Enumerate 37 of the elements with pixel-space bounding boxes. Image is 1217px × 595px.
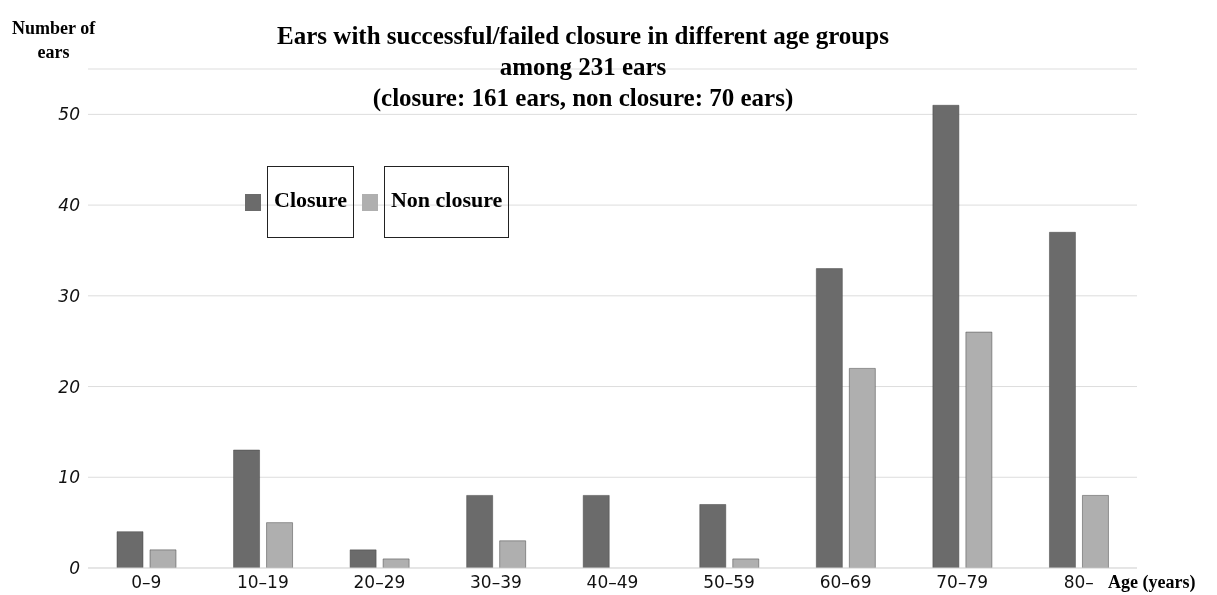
bar bbox=[732, 558, 760, 568]
y-tick-label: 20 bbox=[58, 376, 80, 397]
bar bbox=[266, 522, 293, 568]
bar bbox=[499, 540, 526, 568]
x-tick-label: 40–49 bbox=[586, 572, 639, 593]
x-axis-title: Age (years) bbox=[1108, 572, 1196, 593]
x-tick-label: 30–39 bbox=[470, 572, 522, 593]
y-tick-label: 30 bbox=[58, 285, 80, 306]
bar bbox=[466, 495, 493, 568]
x-tick-label: 0–9 bbox=[131, 572, 162, 593]
bar bbox=[965, 331, 993, 568]
bar bbox=[382, 558, 410, 568]
bar bbox=[582, 495, 610, 568]
y-axis-title: Number of ears bbox=[12, 17, 96, 64]
y-tick-label: 40 bbox=[58, 195, 80, 216]
x-tick-label: 80– bbox=[1063, 572, 1094, 593]
bar bbox=[1082, 495, 1109, 568]
bar bbox=[349, 549, 377, 568]
bar bbox=[149, 549, 177, 568]
x-tick-label: 10–19 bbox=[236, 572, 289, 593]
bar bbox=[699, 504, 727, 568]
x-tick-label: 20–29 bbox=[353, 572, 406, 593]
y-tick-label: 0 bbox=[69, 558, 80, 579]
y-tick-label: 50 bbox=[58, 104, 80, 125]
x-tick-label: 70–79 bbox=[936, 572, 989, 593]
x-tick-label: 60–69 bbox=[819, 572, 872, 593]
bar bbox=[1049, 232, 1076, 568]
legend-label: Non closure bbox=[383, 166, 510, 238]
bar bbox=[932, 105, 960, 568]
bar bbox=[816, 268, 843, 568]
y-tick-label: 10 bbox=[58, 467, 80, 488]
x-tick-label: 50–59 bbox=[703, 572, 755, 593]
chart-title: Ears with successful/failed closure in different age groups among 231 ears (closure: 161 ears, non closure: 70 ears) bbox=[276, 21, 890, 113]
bar bbox=[849, 368, 876, 568]
legend-label: Closure bbox=[267, 166, 354, 238]
bar bbox=[233, 449, 260, 568]
bar bbox=[116, 531, 144, 568]
